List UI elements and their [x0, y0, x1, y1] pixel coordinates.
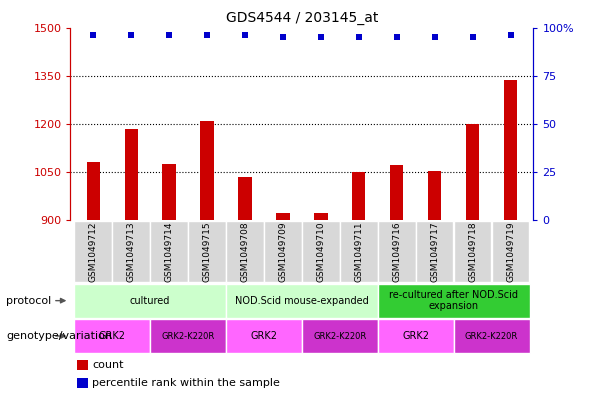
Text: percentile rank within the sample: percentile rank within the sample: [92, 378, 280, 388]
Bar: [74, 221, 112, 282]
Bar: [162, 164, 176, 220]
Bar: [86, 162, 100, 220]
Bar: [226, 221, 264, 282]
Text: genotype/variation: genotype/variation: [6, 331, 112, 341]
Text: GSM1049717: GSM1049717: [430, 221, 439, 282]
Bar: [302, 221, 340, 282]
Bar: [352, 172, 365, 220]
Text: GSM1049716: GSM1049716: [392, 221, 402, 282]
Bar: [416, 221, 454, 282]
Bar: [302, 319, 378, 353]
Text: GSM1049718: GSM1049718: [468, 221, 477, 282]
Text: GRK2-K220R: GRK2-K220R: [313, 332, 367, 340]
Text: GSM1049708: GSM1049708: [240, 221, 249, 282]
Text: cultured: cultured: [130, 296, 170, 306]
Bar: [390, 165, 403, 220]
Text: GSM1049714: GSM1049714: [165, 221, 173, 282]
Bar: [378, 319, 454, 353]
Bar: [492, 221, 530, 282]
Text: NOD.Scid mouse-expanded: NOD.Scid mouse-expanded: [235, 296, 369, 306]
Point: [88, 32, 98, 39]
Bar: [340, 221, 378, 282]
Point: [506, 32, 516, 39]
Bar: [226, 284, 378, 318]
Bar: [264, 221, 302, 282]
Bar: [238, 177, 252, 220]
Text: GRK2-K220R: GRK2-K220R: [465, 332, 518, 340]
Text: protocol: protocol: [6, 296, 51, 306]
Text: count: count: [92, 360, 123, 371]
Bar: [454, 319, 530, 353]
Point: [354, 34, 364, 40]
Point: [392, 34, 402, 40]
Bar: [378, 284, 530, 318]
Text: GSM1049719: GSM1049719: [506, 221, 515, 282]
Bar: [188, 221, 226, 282]
Bar: [276, 213, 289, 220]
Bar: [378, 221, 416, 282]
Point: [240, 32, 250, 39]
Text: GSM1049711: GSM1049711: [354, 221, 364, 282]
Text: GSM1049712: GSM1049712: [89, 221, 97, 282]
Bar: [454, 221, 492, 282]
Text: GSM1049715: GSM1049715: [202, 221, 211, 282]
Text: GSM1049710: GSM1049710: [316, 221, 326, 282]
Text: GSM1049713: GSM1049713: [127, 221, 135, 282]
Bar: [466, 124, 479, 220]
Point: [278, 34, 288, 40]
Bar: [314, 213, 327, 220]
Text: GRK2: GRK2: [251, 331, 278, 341]
Text: GSM1049709: GSM1049709: [278, 221, 287, 282]
Bar: [200, 121, 214, 220]
Text: GRK2: GRK2: [402, 331, 429, 341]
Bar: [74, 284, 226, 318]
Bar: [150, 319, 226, 353]
Bar: [124, 129, 138, 220]
Bar: [428, 171, 441, 220]
Bar: [74, 319, 150, 353]
Bar: [150, 221, 188, 282]
Point: [126, 32, 136, 39]
Point: [316, 34, 326, 40]
Text: GRK2-K220R: GRK2-K220R: [161, 332, 215, 340]
Bar: [112, 221, 150, 282]
Point: [430, 34, 440, 40]
Title: GDS4544 / 203145_at: GDS4544 / 203145_at: [226, 11, 378, 25]
Bar: [504, 81, 517, 220]
Point: [468, 34, 478, 40]
Bar: [226, 319, 302, 353]
Text: re-cultured after NOD.Scid
expansion: re-cultured after NOD.Scid expansion: [389, 290, 518, 311]
Text: GRK2: GRK2: [99, 331, 126, 341]
Point: [202, 32, 212, 39]
Point: [164, 32, 174, 39]
